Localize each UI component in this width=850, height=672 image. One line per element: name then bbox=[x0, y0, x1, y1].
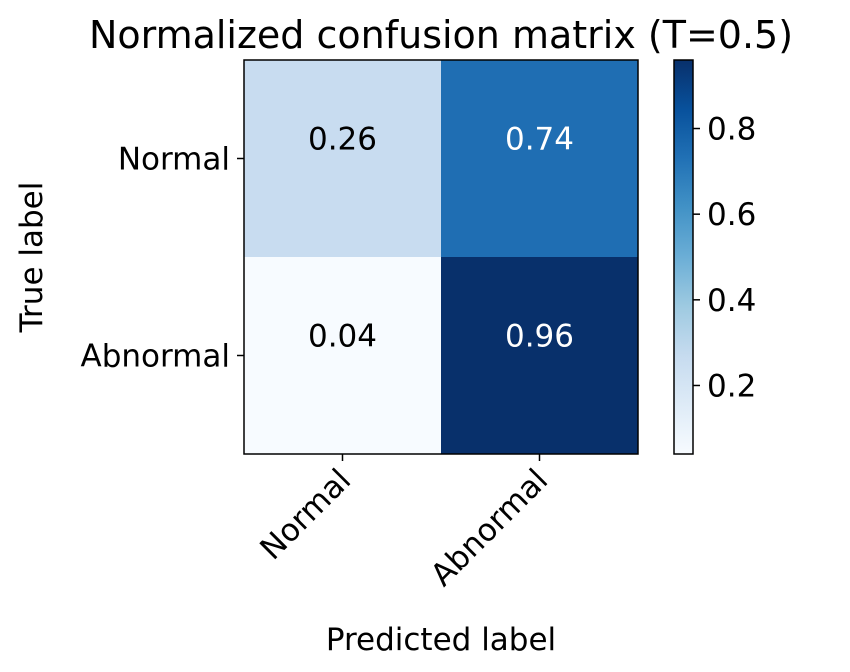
colorbar-tick-label: 0.2 bbox=[707, 368, 756, 404]
x-tick-label: Abnormal bbox=[424, 462, 555, 593]
matrix-cell bbox=[244, 257, 442, 455]
cell-value-label: 0.96 bbox=[505, 319, 574, 355]
matrix-cell bbox=[441, 257, 639, 455]
cell-value-label: 0.26 bbox=[308, 122, 377, 158]
colorbar-gradient bbox=[673, 59, 694, 455]
plot-frame bbox=[243, 59, 639, 455]
cell-value-label: 0.74 bbox=[505, 122, 574, 158]
colorbar-ticks: 0.2 0.4 0.6 0.8 bbox=[693, 112, 756, 404]
chart-title: Normalized confusion matrix (T=0.5) bbox=[89, 13, 793, 57]
colorbar-tick-label: 0.6 bbox=[707, 197, 756, 233]
y-tick-label: Abnormal bbox=[80, 339, 230, 375]
y-axis-label: True label bbox=[14, 182, 50, 334]
colorbar-tick-label: 0.8 bbox=[707, 112, 756, 148]
colorbar: 0.2 0.4 0.6 0.8 bbox=[673, 59, 756, 455]
cell-value-label: 0.04 bbox=[308, 319, 377, 355]
matrix-cell bbox=[244, 60, 442, 258]
y-axis-ticks: Normal Abnormal bbox=[80, 142, 244, 375]
x-axis-ticks: Normal Abnormal bbox=[253, 454, 555, 593]
matrix-cells: 0.26 0.74 0.04 0.96 bbox=[244, 60, 639, 455]
y-tick-label: Normal bbox=[118, 142, 230, 178]
x-axis-label: Predicted label bbox=[326, 622, 556, 658]
x-tick-label: Normal bbox=[253, 462, 358, 567]
colorbar-tick-label: 0.4 bbox=[707, 283, 756, 319]
matrix-cell bbox=[441, 60, 639, 258]
